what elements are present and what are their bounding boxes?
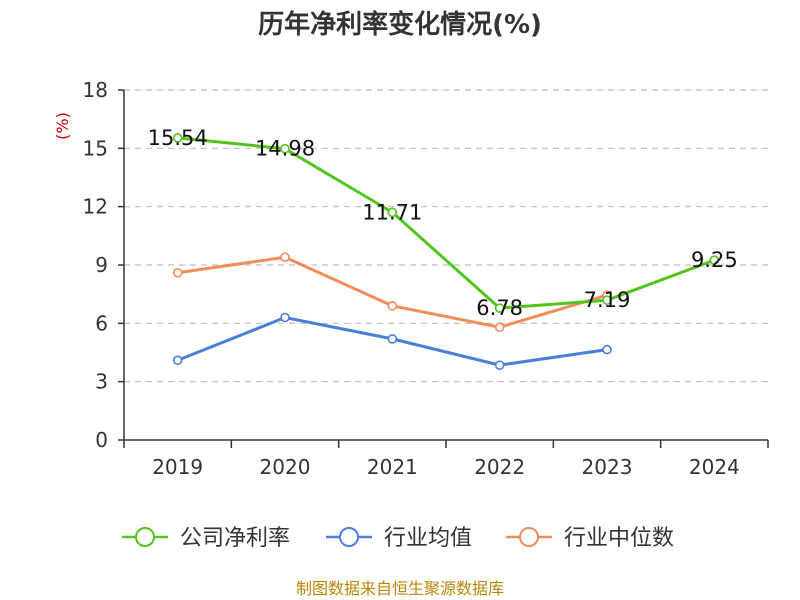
- y-tick-label: 0: [95, 428, 108, 452]
- axes: 0 3 6 9 12 15 18 2019 2020 2021 2022 2023 2024: [83, 78, 769, 479]
- legend-label: 行业中位数: [564, 526, 674, 551]
- data-point: [172, 267, 183, 278]
- source-note: 制图数据来自恒生聚源数据库: [296, 579, 504, 598]
- data-point: [172, 355, 183, 366]
- legend-label: 公司净利率: [180, 526, 290, 551]
- data-labels: 15.54 14.98 11.71 6.78 7.19 9.25: [148, 126, 738, 320]
- y-tick-label: 18: [83, 78, 108, 102]
- chart-title: 历年净利率变化情况(%): [258, 9, 542, 40]
- x-tick-label: 2020: [260, 455, 311, 479]
- legend-marker: [519, 527, 539, 547]
- y-tick-label: 15: [83, 136, 108, 160]
- data-point: [387, 207, 398, 218]
- y-tick-label: 6: [95, 311, 108, 335]
- data-point: [602, 344, 612, 355]
- data-point: [602, 295, 612, 305]
- data-point: [172, 133, 183, 143]
- data-point: [280, 312, 290, 323]
- series-line-2: [177, 255, 608, 329]
- data-label: 7.19: [584, 288, 631, 312]
- data-point: [494, 322, 505, 333]
- data-point: [280, 252, 290, 263]
- y-tick-label: 3: [95, 370, 108, 394]
- x-tick-label: 2021: [367, 455, 418, 479]
- data-point: [280, 143, 290, 154]
- y-tick-label: 9: [95, 253, 108, 277]
- legend-label: 行业均值: [384, 526, 472, 551]
- data-label: 14.98: [255, 137, 315, 161]
- legend-marker: [339, 527, 359, 547]
- legend-item-0: 公司净利率: [122, 526, 290, 551]
- data-label: 15.54: [148, 126, 208, 150]
- data-point: [709, 255, 720, 265]
- x-tick-label: 2022: [474, 455, 525, 479]
- x-tick-label: 2024: [689, 455, 740, 479]
- series-line-0: [177, 136, 715, 310]
- data-point: [494, 360, 505, 370]
- data-label: 9.25: [691, 248, 738, 272]
- data-point: [387, 301, 398, 311]
- legend-item-1: 行业均值: [326, 526, 472, 551]
- data-label: 11.71: [362, 200, 422, 224]
- data-label: 6.78: [476, 296, 523, 320]
- data-point: [387, 334, 398, 344]
- legend-marker: [135, 527, 155, 547]
- legend: 公司净利率 行业均值 行业中位数: [122, 526, 674, 551]
- y-tick-label: 12: [83, 195, 108, 219]
- legend-item-2: 行业中位数: [506, 526, 674, 551]
- grid-lines: [124, 89, 768, 383]
- x-tick-label: 2019: [152, 455, 203, 479]
- y-axis-label: (%): [53, 112, 72, 140]
- series-lines: [172, 133, 720, 370]
- x-tick-label: 2023: [582, 455, 633, 479]
- data-point: [494, 303, 505, 313]
